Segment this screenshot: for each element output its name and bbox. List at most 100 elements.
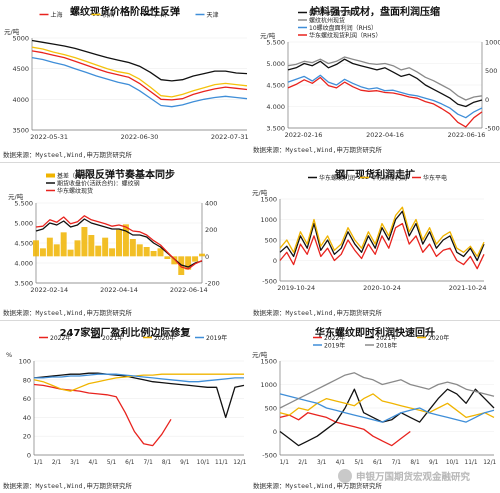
basis-bar — [157, 248, 164, 257]
y-right-tick-label: 500 — [485, 67, 497, 75]
x-tick-label: 6/1 — [125, 460, 135, 466]
chart-title: 247家钢厂盈利比例边际修复 — [59, 328, 191, 339]
data-source: 数据来源：Mysteel,Wind,申万期货研究所 — [3, 482, 132, 490]
basis-bar — [74, 240, 81, 257]
x-tick-label: 5/1 — [354, 460, 364, 466]
x-tick-label: 11/1 — [465, 460, 478, 466]
x-tick-label: 7/1 — [392, 460, 402, 466]
y-tick-label: 0 — [27, 452, 31, 460]
watermark-text: 申银万国期货宏观金融研究 — [356, 472, 471, 483]
chart-panel-basis-sync: 期限反弹节奏基本同步 元/吨 5.500 5.000 4.500 4.000 3.500 40… — [0, 163, 250, 320]
chart-title: 钢厂现货利润走扩 — [335, 170, 415, 181]
series-line-2 — [287, 74, 483, 119]
legend-label: 2022年 — [324, 334, 345, 342]
x-tick-label: 2020-10-24 — [363, 284, 401, 292]
legend: 2022年 2021年 2020年 2019年 2018年 — [313, 334, 449, 350]
y-axis-unit: 元/吨 — [8, 192, 24, 201]
series-line-2 — [279, 222, 485, 270]
basis-bar — [178, 256, 185, 275]
chart-title: 华东螺纹即时利润快速回升 — [315, 328, 435, 339]
series-line-2 — [279, 393, 495, 419]
series-line-2 — [31, 39, 248, 82]
chart-panel-profit-compression: 炉料强于成材，盘面利润压缩 元/吨 5.500 5.000 4.500 4.000 3.50… — [250, 0, 500, 162]
legend-label: 上海 — [51, 11, 63, 19]
legend: 华东螺纹利润 华东热卷利润 华东平电 — [308, 174, 447, 182]
legend: 2022年 2021年 2020年 2019年 — [39, 334, 227, 342]
basis-bar — [122, 224, 129, 257]
y-tick-label: 5.500 — [266, 39, 285, 47]
y-tick-label: 4000 — [12, 96, 29, 104]
x-tick-label: 4/1 — [89, 460, 99, 466]
y-axis-unit: 元/吨 — [260, 31, 276, 40]
x-tick-label: 9/1 — [429, 460, 439, 466]
x-tick-label: 2019-10-24 — [277, 284, 315, 292]
series-line-0 — [287, 58, 483, 108]
y-right-tick-label: -200 — [205, 280, 220, 288]
x-tick-label: 2022-02-14 — [30, 286, 68, 294]
y-tick-label: 5.000 — [14, 220, 33, 228]
x-tick-label: 2/1 — [298, 460, 308, 466]
wechat-icon — [338, 469, 352, 483]
y-tick-label: 3.500 — [14, 280, 33, 288]
y-tick-label: 5.000 — [266, 60, 285, 68]
series-line-0 — [31, 50, 248, 101]
legend-label: 华东热卷利润 — [371, 174, 407, 182]
legend-label: 2021年 — [376, 334, 397, 342]
basis-bar — [39, 248, 46, 257]
legend-label: 2020年 — [154, 334, 175, 342]
y-tick-label: 4.500 — [14, 240, 33, 248]
legend-label: 2022年 — [50, 334, 71, 342]
y-tick-label: 3500 — [12, 127, 29, 135]
chart-panel-profitability-ratio: 247家钢厂盈利比例边际修复% 100 80 60 40 20 0 1/1 2/1 3/1 4/1 5… — [0, 321, 250, 493]
basis-bar — [150, 251, 157, 257]
chart-panel-instant-profit: 华东螺纹即时利润快速回升 元/吨 1500 1000 500 0 -500 1/1 2/1 3/1… — [250, 321, 500, 493]
x-tick-label: 4/1 — [336, 460, 346, 466]
y-tick-label: -500 — [262, 278, 277, 286]
y-right-tick-label: 400 — [205, 200, 217, 208]
y-tick-label: 4.500 — [266, 82, 285, 90]
legend-label: 10螺纹盘面利润（RHS） — [309, 24, 377, 32]
x-tick-label: 2022-05-31 — [30, 133, 68, 141]
x-tick-label: 2022-06-30 — [121, 133, 159, 141]
basis-bar — [33, 240, 39, 257]
x-tick-label: 8/1 — [162, 460, 172, 466]
basis-bar — [88, 235, 95, 257]
legend: 上海 杭州 广州 天津 — [39, 11, 219, 19]
x-tick-label: 10/1 — [446, 460, 459, 466]
y-right-tick-label: -500 — [485, 125, 500, 133]
legend-label: 华东螺纹现货利润（RHS） — [309, 32, 382, 40]
x-tick-label: 2022-06-14 — [170, 286, 208, 294]
series-line-3 — [34, 373, 244, 383]
y-tick-label: 0 — [273, 257, 277, 265]
x-tick-label: 2022-06-16 — [448, 131, 486, 139]
y-tick-label: 5000 — [12, 35, 29, 43]
x-tick-label: 8/1 — [410, 460, 420, 466]
legend-label: 2019年 — [206, 334, 227, 342]
y-tick-label: 3.500 — [266, 125, 285, 133]
y-tick-label: 1500 — [260, 358, 277, 366]
x-tick-label: 7/1 — [143, 460, 153, 466]
y-tick-label: 20 — [23, 433, 31, 441]
x-tick-label: 2022-02-16 — [285, 131, 323, 139]
legend-label: 2020年 — [428, 334, 449, 342]
y-right-tick-label: 200 — [205, 226, 217, 234]
y-tick-label: 4.000 — [14, 260, 33, 268]
y-tick-label: 500 — [265, 237, 277, 245]
series-line-0 — [33, 383, 172, 447]
y-axis-unit: % — [6, 351, 12, 359]
chart-title: 期限反弹节奏基本同步 — [75, 170, 175, 181]
y-tick-label: -500 — [262, 452, 277, 460]
chart-svg: % 100 80 60 40 20 01/1 2/1 3/1 4/1 5/1 6/1 7/1 8/1 9/1… — [6, 334, 247, 466]
legend-label: 华东平电 — [423, 174, 447, 182]
row-divider — [0, 162, 500, 163]
basis-bar — [109, 248, 116, 257]
legend-label: 华东螺纹现货 — [57, 187, 93, 195]
y-axis-unit: 元/吨 — [252, 188, 268, 197]
y-tick-label: 40 — [23, 414, 31, 422]
basis-bar — [102, 237, 109, 257]
basis-bar — [136, 244, 143, 257]
legend-swatch — [46, 173, 55, 178]
